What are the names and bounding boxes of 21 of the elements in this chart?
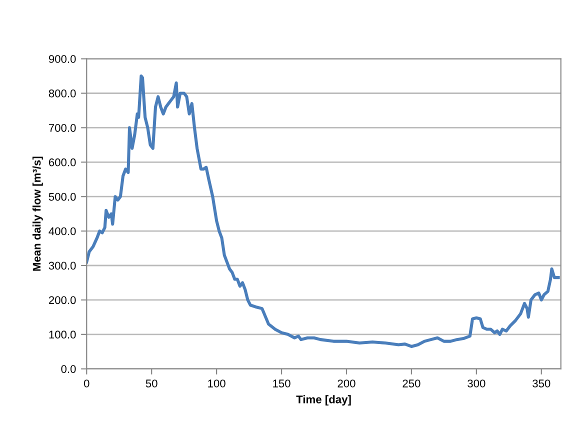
x-tick-label: 350 bbox=[532, 380, 550, 388]
line-series bbox=[86, 74, 560, 348]
x-axis-title: Time [day] bbox=[296, 395, 351, 406]
y-tick-label: 0.0 bbox=[61, 365, 76, 373]
x-tick-label: 100 bbox=[208, 380, 226, 388]
x-tick-label: 150 bbox=[273, 380, 290, 388]
y-tick-label: 700.0 bbox=[48, 124, 76, 132]
x-tick-label: 50 bbox=[146, 380, 158, 388]
x-tick-label: 250 bbox=[402, 380, 420, 388]
y-tick-label: 300.0 bbox=[48, 262, 76, 270]
y-tick-label: 900.0 bbox=[48, 55, 76, 63]
y-tick-label: 500.0 bbox=[48, 192, 76, 201]
y-tick-label: 400.0 bbox=[48, 227, 76, 236]
y-axis-title: Mean daily flow [m³/s] bbox=[32, 156, 43, 271]
y-tick-label: 100.0 bbox=[49, 330, 76, 339]
y-tick-label: 600.0 bbox=[48, 158, 76, 166]
y-tick-label: 200.0 bbox=[48, 296, 76, 304]
y-tick-label: 800.0 bbox=[48, 90, 76, 98]
x-tick-label: 200 bbox=[338, 380, 356, 388]
x-tick-label: 300 bbox=[468, 380, 486, 388]
x-tick-label: 0 bbox=[84, 380, 90, 388]
